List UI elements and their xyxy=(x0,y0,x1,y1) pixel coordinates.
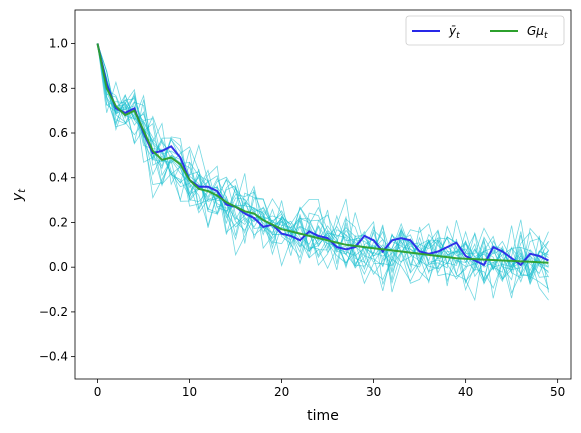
x-axis-label: time xyxy=(307,408,339,424)
x-tick-label: 50 xyxy=(550,385,565,399)
mean-series xyxy=(96,43,549,267)
sample-path xyxy=(97,43,549,302)
sample-path xyxy=(97,43,549,299)
y-axis-label: yt xyxy=(10,188,28,202)
x-tick-label: 20 xyxy=(274,385,289,399)
y-tick-label: 0.4 xyxy=(49,171,68,185)
legend-label-ybar: ȳt xyxy=(448,24,460,41)
legend: ȳt Gμt xyxy=(405,15,565,46)
x-tick-label: 10 xyxy=(182,385,197,399)
legend-label-gmu: Gμt xyxy=(527,24,548,41)
x-tick-label: 40 xyxy=(458,385,473,399)
x-ticks: 0 10 20 30 40 50 xyxy=(94,379,565,399)
sample-path xyxy=(97,43,549,283)
series-line-gmu xyxy=(96,43,549,264)
legend-box xyxy=(405,15,565,46)
y-tick-label: 0.8 xyxy=(49,81,68,95)
plot-frame xyxy=(74,9,572,380)
x-tick-label: 30 xyxy=(366,385,381,399)
y-tick-label: −0.4 xyxy=(39,350,68,364)
y-tick-label: −0.2 xyxy=(39,305,68,319)
sample-path xyxy=(97,43,549,285)
x-tick-label: 0 xyxy=(94,385,102,399)
y-tick-label: 0.0 xyxy=(49,260,68,274)
sample-path xyxy=(97,43,549,283)
y-tick-label: 0.2 xyxy=(49,215,68,229)
y-tick-label: 0.6 xyxy=(49,126,68,140)
y-ticks: −0.4 −0.2 0.0 0.2 0.4 0.6 0.8 1.0 xyxy=(39,37,75,364)
y-tick-label: 1.0 xyxy=(49,37,68,51)
